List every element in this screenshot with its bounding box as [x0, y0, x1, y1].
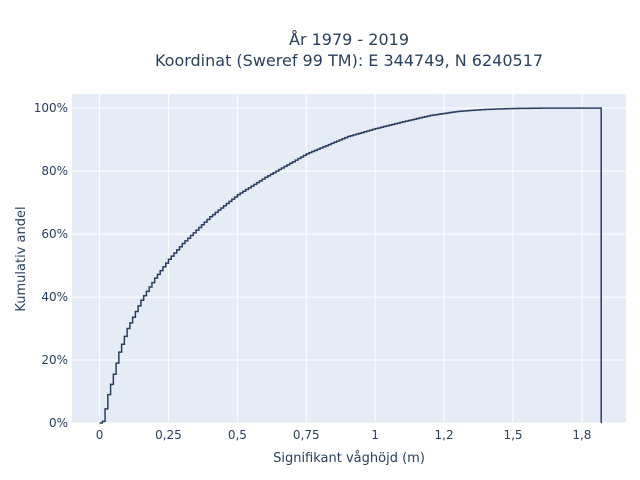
- y-tick-label: 0%: [49, 416, 68, 430]
- x-tick-label: 0,75: [293, 428, 320, 442]
- chart-title: År 1979 - 2019: [289, 30, 409, 49]
- x-tick-label: 1,8: [572, 428, 591, 442]
- y-tick-label: 60%: [41, 227, 68, 241]
- x-axis-label: Signifikant våghöjd (m): [273, 451, 425, 466]
- ecdf-series-line: [99, 107, 602, 424]
- x-tick-label: 1: [371, 428, 379, 442]
- y-tick-label: 40%: [41, 290, 68, 304]
- y-tick-label: 20%: [41, 353, 68, 367]
- x-tick-label: 1,5: [503, 428, 522, 442]
- x-tick-label: 0: [96, 428, 104, 442]
- x-tick-label: 1,2: [435, 428, 454, 442]
- y-tick-label: 80%: [41, 164, 68, 178]
- plot-area: [72, 94, 626, 423]
- chart-subtitle: Koordinat (Sweref 99 TM): E 344749, N 62…: [155, 51, 543, 70]
- series-layer: [99, 107, 602, 424]
- x-tick-label: 0,25: [155, 428, 182, 442]
- y-axis-label: Kumulativ andel: [14, 206, 29, 311]
- x-axis-ticks: 0 0,25 0,5 0,75 1 1,2 1,5 1,8: [96, 428, 592, 442]
- x-tick-label: 0,5: [228, 428, 247, 442]
- y-axis-ticks: 0% 20% 40% 60% 80% 100%: [34, 101, 68, 430]
- y-tick-label: 100%: [34, 101, 68, 115]
